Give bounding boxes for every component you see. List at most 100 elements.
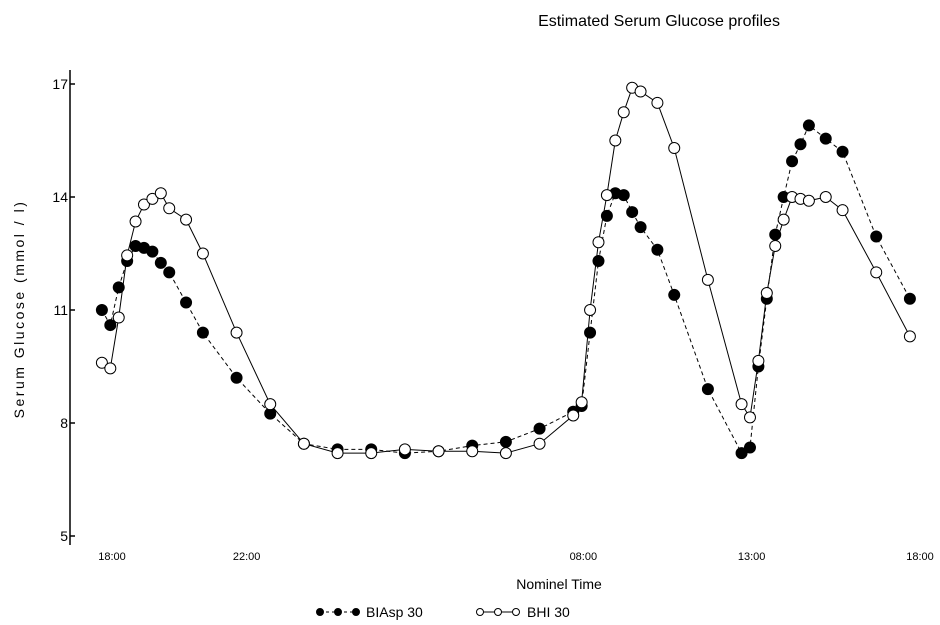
data-point xyxy=(466,445,479,458)
series-biasp-30 xyxy=(95,119,916,460)
series-line-bhi-30 xyxy=(101,87,911,454)
data-point xyxy=(230,326,243,339)
data-point xyxy=(701,383,714,396)
y-tick-label: 11 xyxy=(53,302,68,318)
data-point xyxy=(592,236,605,249)
data-point xyxy=(651,243,664,256)
data-point xyxy=(634,221,647,234)
data-point xyxy=(777,213,790,226)
data-point xyxy=(264,398,277,411)
data-point xyxy=(180,213,193,226)
legend-marker xyxy=(316,608,324,616)
y-tick-label: 14 xyxy=(52,189,68,205)
data-point xyxy=(112,281,125,294)
data-point xyxy=(651,96,664,109)
data-point xyxy=(584,304,597,316)
series-line-biasp-30 xyxy=(101,124,911,454)
y-tick-label: 5 xyxy=(60,528,68,544)
data-point xyxy=(533,422,546,435)
data-point xyxy=(129,215,142,228)
x-tick-label: 22:00 xyxy=(233,551,261,563)
y-axis-label: Serum Glucose (mmol / l) xyxy=(11,200,27,419)
data-point xyxy=(634,85,647,98)
data-point xyxy=(794,138,807,151)
data-point xyxy=(154,187,167,200)
data-point xyxy=(836,145,849,158)
data-point xyxy=(819,191,832,203)
data-point xyxy=(398,443,411,456)
data-point xyxy=(297,437,310,450)
legend-label: BHI 30 xyxy=(527,604,570,620)
data-point xyxy=(903,330,916,343)
data-point xyxy=(567,409,580,422)
data-point xyxy=(584,326,597,339)
data-point xyxy=(769,239,782,252)
data-point xyxy=(499,435,512,448)
data-point xyxy=(104,319,117,332)
legend-marker xyxy=(512,608,520,616)
data-point xyxy=(617,189,630,202)
legend: BIAsp 30 BHI 30 xyxy=(316,604,570,620)
legend-marker xyxy=(334,608,342,616)
series-layer xyxy=(95,81,916,460)
x-tick-label: 13:00 xyxy=(738,551,766,563)
data-point xyxy=(617,106,630,119)
data-point xyxy=(735,398,748,411)
axes: 5 8 11 14 17 18:00 22:00 08:00 13:00 18:00 xyxy=(52,70,934,563)
data-point xyxy=(870,266,883,279)
data-point xyxy=(802,194,815,207)
data-point xyxy=(95,356,108,369)
data-point xyxy=(760,287,773,300)
data-point xyxy=(121,249,134,262)
data-point xyxy=(592,255,605,268)
data-point xyxy=(870,230,883,243)
data-point xyxy=(735,447,748,460)
data-point xyxy=(668,288,681,301)
data-point xyxy=(154,256,167,269)
data-point xyxy=(432,445,445,458)
data-point xyxy=(802,119,815,132)
legend-label: BIAsp 30 xyxy=(366,604,423,620)
data-point xyxy=(146,245,159,258)
legend-marker xyxy=(352,608,360,616)
data-point xyxy=(104,362,117,375)
y-tick-label: 8 xyxy=(60,415,68,431)
data-point xyxy=(365,447,378,460)
data-point xyxy=(196,326,209,339)
x-axis-label: Nominel Time xyxy=(516,576,602,592)
x-tick-label: 08:00 xyxy=(570,551,598,563)
data-point xyxy=(331,447,344,460)
data-point xyxy=(163,202,176,215)
data-point xyxy=(626,206,639,219)
y-tick-label: 17 xyxy=(52,76,68,92)
data-point xyxy=(137,198,150,211)
data-point xyxy=(752,354,765,367)
data-point xyxy=(575,396,588,409)
data-point xyxy=(786,155,799,168)
data-point xyxy=(836,204,849,217)
data-point xyxy=(701,273,714,286)
legend-marker xyxy=(494,608,502,616)
x-tick-label: 18:00 xyxy=(906,551,934,563)
series-bhi-30 xyxy=(95,81,916,460)
data-point xyxy=(95,304,108,316)
data-point xyxy=(163,266,176,279)
data-point xyxy=(819,132,832,145)
data-point xyxy=(112,311,125,324)
data-point xyxy=(743,441,756,454)
data-point xyxy=(903,292,916,305)
data-point xyxy=(609,134,622,147)
data-point xyxy=(499,447,512,460)
x-tick-label: 18:00 xyxy=(98,551,126,563)
legend-marker xyxy=(476,608,484,616)
data-point xyxy=(533,437,546,450)
chart-title: Estimated Serum Glucose profiles xyxy=(538,13,780,30)
data-point xyxy=(196,247,209,260)
data-point xyxy=(743,411,756,424)
data-point xyxy=(600,189,613,202)
data-point xyxy=(230,371,243,384)
data-point xyxy=(668,142,681,155)
data-point xyxy=(180,296,193,309)
data-point xyxy=(146,192,159,205)
